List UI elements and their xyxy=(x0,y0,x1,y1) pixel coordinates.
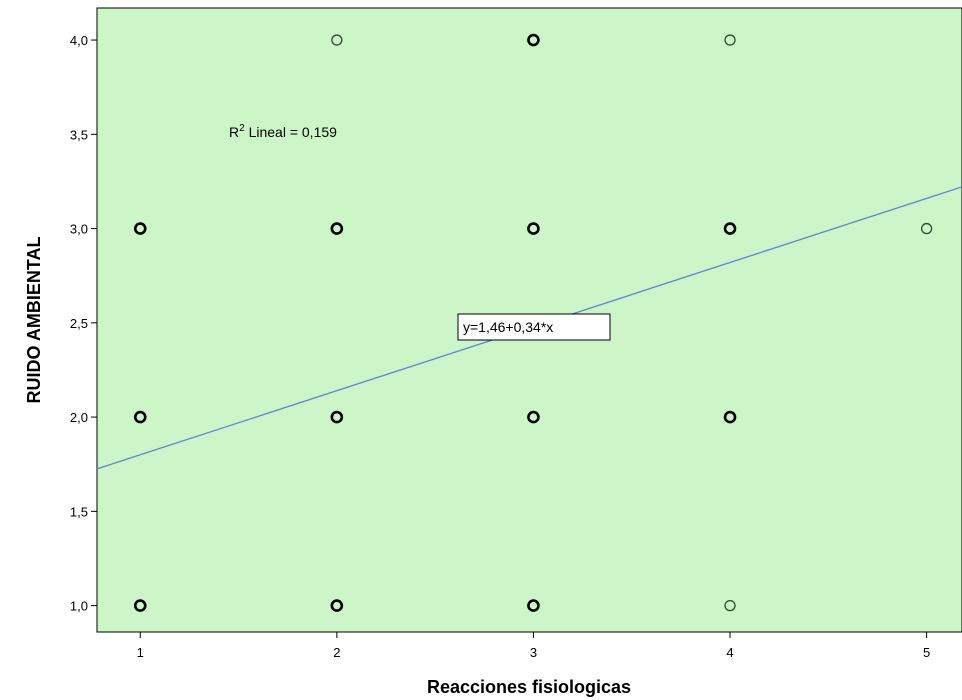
data-point xyxy=(527,33,540,47)
data-point xyxy=(330,599,344,612)
r2-annotation: R2 Lineal = 0,159 xyxy=(229,123,337,140)
r2-text: Lineal = 0,159 xyxy=(245,124,337,140)
data-point xyxy=(920,222,933,235)
data-point xyxy=(330,410,344,424)
x-tick-label: 2 xyxy=(333,645,340,660)
x-axis: 1 2 3 4 5 xyxy=(137,632,930,660)
data-point xyxy=(331,34,343,46)
y-tick-label: 1,5 xyxy=(70,504,88,519)
equation-label: y=1,46+0,34*x xyxy=(463,319,553,335)
data-points xyxy=(133,33,933,612)
data-point xyxy=(723,222,737,235)
y-tick-label: 3,5 xyxy=(70,127,88,142)
data-point xyxy=(527,222,540,235)
equation-box: y=1,46+0,34*x xyxy=(457,313,611,341)
data-point xyxy=(723,410,737,424)
x-tick-label: 5 xyxy=(923,645,930,660)
data-point xyxy=(724,599,736,612)
data-point xyxy=(133,410,147,424)
y-tick-label: 4,0 xyxy=(70,33,88,48)
y-tick-label: 1,0 xyxy=(70,599,88,614)
y-tick-label: 2,5 xyxy=(70,316,88,331)
r2-superscript: 2 xyxy=(239,123,245,134)
data-point xyxy=(133,599,147,612)
x-tick-label: 3 xyxy=(530,645,537,660)
x-tick-label: 1 xyxy=(137,645,144,660)
y-tick-label: 2,0 xyxy=(70,410,88,425)
data-point xyxy=(527,599,540,612)
y-axis: 1,0 1,5 2,0 2,5 3,0 3,5 4,0 xyxy=(70,33,97,614)
data-point xyxy=(330,222,344,235)
x-tick-label: 4 xyxy=(726,645,733,660)
equation-box-border xyxy=(457,313,611,341)
r2-prefix: R xyxy=(229,124,239,140)
x-axis-title: Reacciones fisiologicas xyxy=(427,677,631,697)
y-tick-label: 3,0 xyxy=(70,222,88,237)
y-axis-title: RUIDO AMBIENTAL xyxy=(24,237,44,404)
data-point xyxy=(724,34,736,46)
data-point xyxy=(133,222,147,235)
data-point xyxy=(527,410,540,424)
